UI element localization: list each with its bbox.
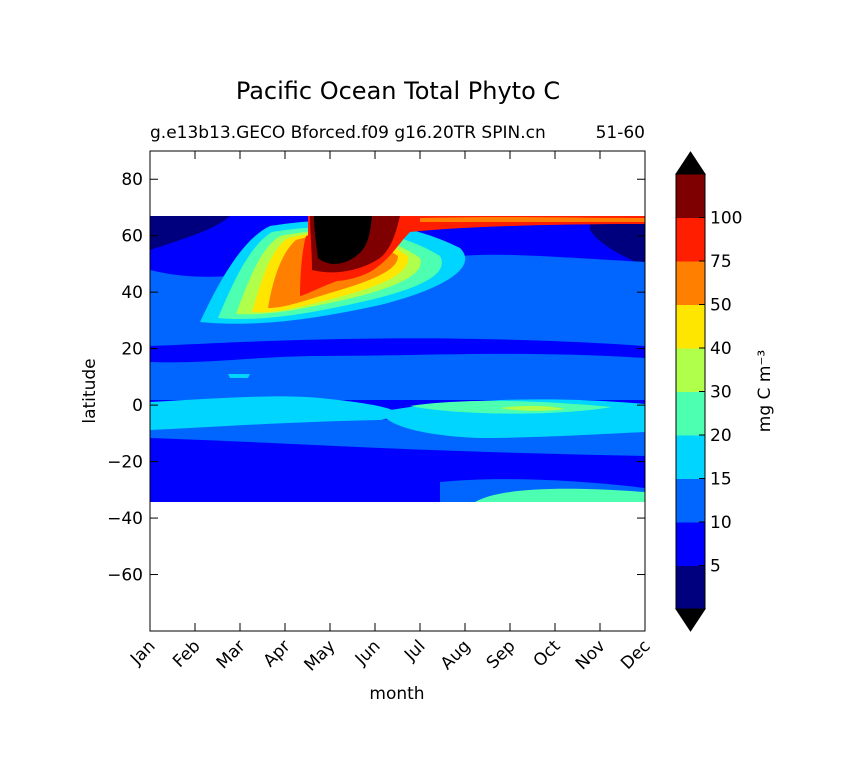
x-tick-label: Sep: [483, 636, 520, 673]
colorbar-segment: [676, 565, 705, 610]
contour-low-nw: [150, 216, 230, 250]
y-axis: 80 60 40 20 0 −20 −40 −60: [107, 170, 645, 586]
colorbar-tick-label: 50: [710, 296, 732, 316]
contour-level-20-30-south: [475, 488, 645, 502]
x-tick-label: Oct: [530, 636, 565, 671]
colorbar-segment: [676, 261, 705, 305]
y-tick-label: −20: [107, 453, 143, 473]
colorbar-tick-label: 10: [710, 513, 732, 533]
colorbar-tick-label: 40: [710, 339, 732, 359]
x-tick-label: Aug: [437, 636, 475, 674]
chart-subtitle-left: g.e13b13.GECO Bforced.f09 g16.20TR SPIN.…: [150, 123, 546, 143]
y-axis-label: latitude: [80, 358, 100, 423]
colorbar-segment: [676, 391, 705, 436]
contour-field: [150, 216, 645, 502]
y-tick-label: 0: [132, 396, 143, 416]
colorbar-label: mg C m⁻³: [755, 350, 775, 432]
colorbar-segment: [676, 348, 705, 392]
colorbar-tick-label: 100: [710, 209, 742, 229]
x-tick-label: Jul: [400, 636, 429, 665]
colorbar-tick-label: 75: [710, 252, 732, 272]
contour-small-patch: [228, 374, 250, 378]
colorbar: 5 10 15 20 30 40 50 75 100: [675, 151, 742, 632]
chart-title: Pacific Ocean Total Phyto C: [236, 77, 560, 105]
contour-level-10-15-south: [150, 414, 645, 456]
x-axis-label: month: [369, 684, 424, 704]
colorbar-tick-label: 15: [710, 470, 732, 490]
y-tick-label: −60: [107, 566, 143, 586]
contour-level-50-75-band: [420, 217, 645, 222]
chart-subtitle-right: 51-60: [596, 123, 645, 143]
colorbar-segment: [676, 478, 705, 523]
contour-level-15-20-west: [150, 396, 397, 430]
colorbar-tick-label: 30: [710, 383, 732, 403]
colorbar-tick-label: 20: [710, 426, 732, 446]
y-tick-label: 60: [121, 227, 143, 247]
colorbar-extend-top: [675, 151, 706, 175]
colorbar-segment: [676, 174, 705, 218]
contour-level-max: [314, 216, 372, 264]
contour-low-ne: [590, 216, 645, 266]
colorbar-segment: [676, 217, 705, 262]
contour-level-10-15-mid: [150, 353, 645, 400]
contour-level-30-40-eq: [500, 405, 565, 411]
y-tick-label: 40: [121, 283, 143, 303]
x-tick-label: Feb: [169, 636, 204, 671]
y-tick-label: −40: [107, 509, 143, 529]
x-tick-label: May: [301, 636, 340, 675]
plot-frame: [149, 150, 646, 632]
x-tick-label: Jun: [351, 636, 385, 670]
y-tick-label: 20: [121, 340, 143, 360]
y-tick-label: 80: [121, 170, 143, 190]
colorbar-segment: [676, 522, 705, 566]
colorbar-tick-label: 5: [710, 557, 721, 577]
x-tick-label: Mar: [213, 636, 250, 673]
colorbar-segment: [676, 435, 705, 479]
x-tick-label: Jan: [126, 636, 159, 669]
x-tick-label: Dec: [617, 636, 654, 673]
colorbar-segment: [676, 304, 705, 349]
x-tick-label: Nov: [572, 636, 610, 674]
colorbar-extend-bottom: [675, 608, 706, 632]
x-tick-label: Apr: [260, 636, 295, 671]
